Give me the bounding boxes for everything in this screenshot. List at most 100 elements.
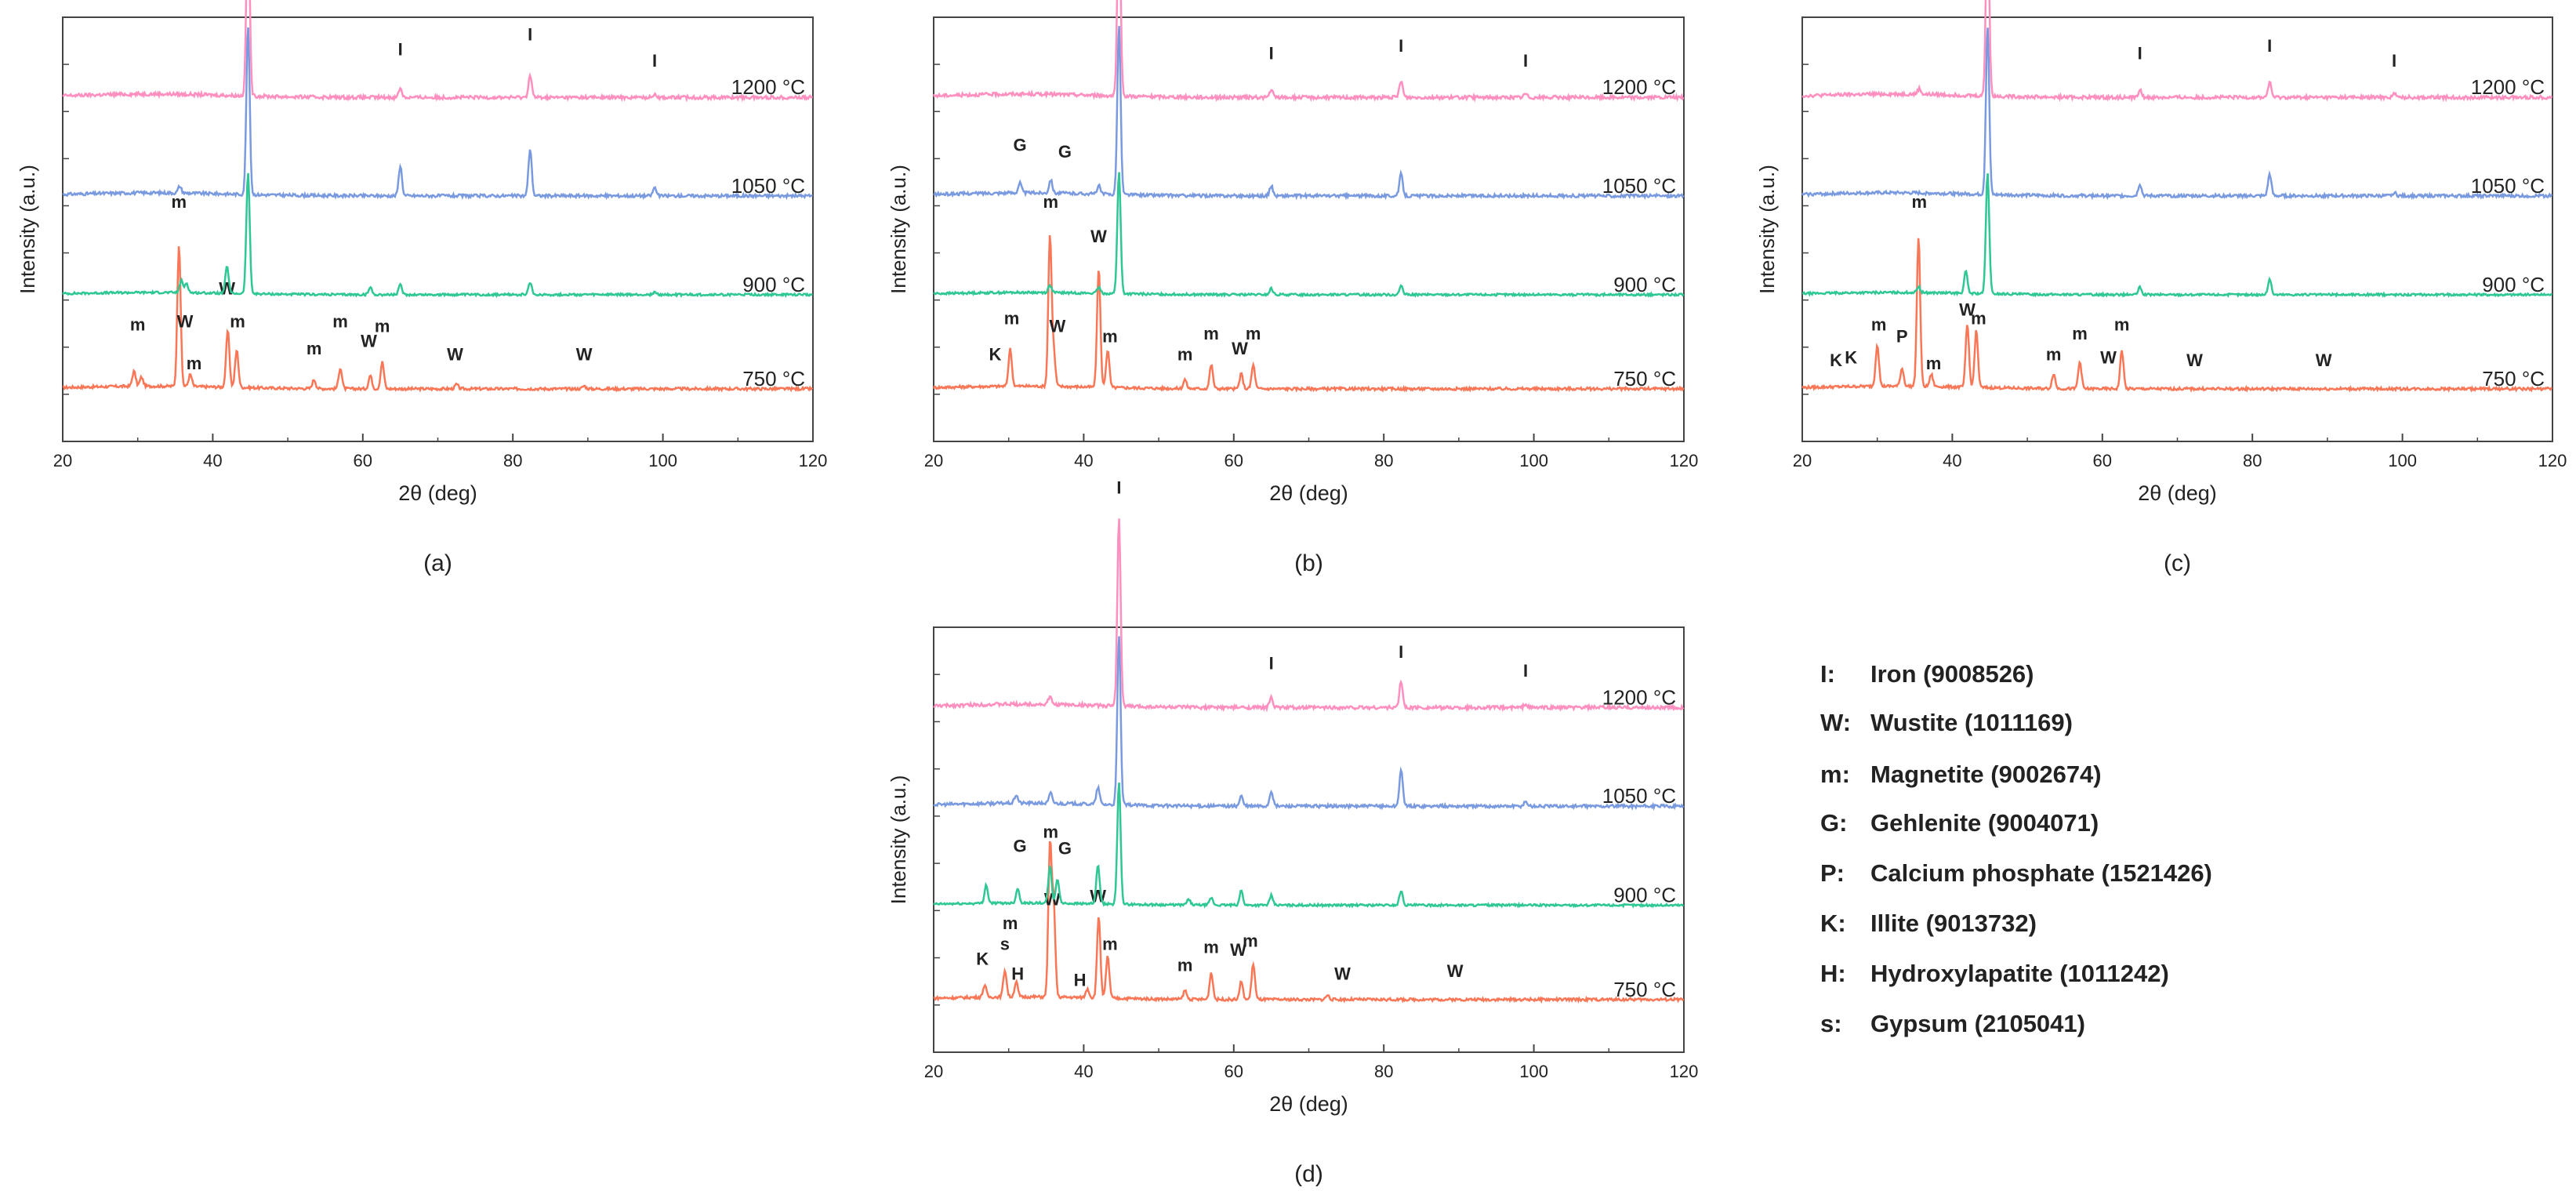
phase-marker: m bbox=[375, 316, 390, 336]
series-label: 900 °C bbox=[1613, 883, 1676, 906]
phase-marker: m bbox=[1971, 309, 1986, 329]
x-axis-label: 2θ (deg) bbox=[2138, 481, 2217, 505]
series-line-900 bbox=[933, 172, 1685, 298]
phase-marker: I bbox=[1116, 477, 1121, 497]
phase-marker: W bbox=[1334, 964, 1351, 984]
phase-marker: m bbox=[1177, 955, 1193, 975]
phase-marker: m bbox=[230, 312, 245, 332]
series-label: 900 °C bbox=[2482, 273, 2545, 296]
legend-item: H: Hydroxylapatite (1011242) bbox=[1820, 960, 2169, 987]
phase-marker: W bbox=[1232, 339, 1248, 358]
panel-label: (b) bbox=[1294, 550, 1323, 576]
x-axis-label: 2θ (deg) bbox=[1269, 1092, 1348, 1116]
phase-marker: m bbox=[1246, 324, 1261, 343]
phase-marker: m bbox=[1243, 931, 1258, 951]
series-label: 900 °C bbox=[742, 273, 805, 296]
series-label: 900 °C bbox=[1613, 273, 1676, 296]
series-line-1050 bbox=[933, 636, 1685, 811]
phase-marker: m bbox=[332, 312, 348, 332]
phase-marker: I bbox=[1269, 43, 1274, 63]
legend-item: m: Magnetite (9002674) bbox=[1820, 761, 2102, 788]
x-tick-label: 40 bbox=[1074, 1062, 1093, 1081]
series-line-900 bbox=[933, 783, 1685, 909]
phase-marker: H bbox=[1074, 970, 1087, 989]
series-label: 750 °C bbox=[1613, 367, 1676, 390]
x-tick-label: 20 bbox=[924, 451, 943, 470]
series-label: 1050 °C bbox=[731, 174, 805, 198]
series-line-750 bbox=[932, 234, 1685, 393]
x-tick-label: 120 bbox=[1670, 451, 1699, 470]
series-label: 1200 °C bbox=[731, 75, 805, 99]
phase-marker: K bbox=[989, 344, 1002, 364]
legend-item: P: Calcium phosphate (1521426) bbox=[1820, 859, 2212, 887]
x-tick-label: 40 bbox=[203, 451, 222, 470]
phase-marker: I bbox=[652, 51, 657, 71]
series-label: 1200 °C bbox=[2471, 75, 2545, 99]
phase-marker: I bbox=[1399, 642, 1403, 662]
x-tick-label: 20 bbox=[1793, 451, 1812, 470]
phase-marker: H bbox=[1011, 964, 1024, 984]
phase-marker: m bbox=[1004, 309, 1020, 329]
x-tick-label: 100 bbox=[2388, 451, 2417, 470]
xrd-panel-c: 20 40 60 80 100 120 2θ (deg) Intensity (a.u.) (c… bbox=[1755, 0, 2567, 576]
phase-marker: m bbox=[1003, 913, 1018, 933]
series-line-1200 bbox=[1801, 0, 2553, 103]
phase-marker: W bbox=[219, 279, 235, 299]
xrd-panel-b: 20 40 60 80 100 120 2θ (deg) Intensity (a.u.) (b… bbox=[887, 0, 1698, 576]
x-tick-label: 20 bbox=[53, 451, 72, 470]
series-line-750 bbox=[62, 246, 814, 393]
phase-marker: I bbox=[398, 40, 403, 60]
series-line-1200 bbox=[932, 0, 1685, 103]
y-axis-label: Intensity (a.u.) bbox=[16, 165, 39, 294]
phase-marker: m bbox=[1203, 937, 1219, 957]
x-tick-label: 60 bbox=[1225, 451, 1243, 470]
panel-label: (d) bbox=[1294, 1161, 1323, 1187]
x-tick-label: 100 bbox=[1519, 451, 1548, 470]
phase-marker: m bbox=[2046, 344, 2062, 364]
phase-marker: K bbox=[1845, 347, 1857, 367]
phase-marker: m bbox=[1926, 354, 1942, 373]
phase-marker: s bbox=[1000, 935, 1010, 954]
y-axis-label: Intensity (a.u.) bbox=[1755, 165, 1779, 294]
series-label: 750 °C bbox=[2482, 367, 2545, 390]
phase-marker: W bbox=[2100, 347, 2117, 367]
phase-marker: I bbox=[1523, 51, 1528, 71]
phase-marker: W bbox=[361, 331, 377, 350]
legend-item: G: Gehlenite (9004071) bbox=[1820, 809, 2099, 837]
phase-marker: m bbox=[1102, 935, 1118, 954]
x-tick-label: 100 bbox=[1519, 1062, 1548, 1081]
phase-marker: W bbox=[1959, 300, 1976, 319]
phase-marker: W bbox=[1447, 961, 1464, 981]
phase-marker: m bbox=[2114, 314, 2130, 334]
phase-marker: I bbox=[2138, 43, 2142, 63]
x-tick-label: 40 bbox=[1074, 451, 1093, 470]
phase-marker: I bbox=[528, 25, 532, 45]
phase-marker: m bbox=[1043, 822, 1059, 842]
phase-marker: W bbox=[177, 312, 194, 332]
series-label: 1050 °C bbox=[1602, 784, 1676, 808]
series-label: 1050 °C bbox=[2471, 174, 2545, 198]
phase-marker: m bbox=[1043, 192, 1059, 212]
series-line-1050 bbox=[1801, 27, 2553, 201]
phase-marker: I bbox=[2267, 36, 2272, 56]
series-line-750 bbox=[1801, 238, 2552, 393]
x-tick-label: 80 bbox=[2243, 451, 2262, 470]
x-tick-label: 80 bbox=[503, 451, 522, 470]
x-tick-label: 60 bbox=[354, 451, 372, 470]
x-tick-label: 100 bbox=[648, 451, 677, 470]
phase-marker: K bbox=[1830, 350, 1842, 370]
phase-marker: m bbox=[2072, 324, 2088, 343]
phase-marker: m bbox=[307, 339, 322, 358]
phase-marker: G bbox=[1058, 142, 1072, 162]
series-label: 1200 °C bbox=[1602, 685, 1676, 709]
phase-marker: m bbox=[130, 314, 146, 334]
phase-marker: P bbox=[1896, 327, 1908, 347]
x-tick-label: 120 bbox=[799, 451, 828, 470]
phase-marker: W bbox=[1230, 940, 1246, 960]
phase-marker: W bbox=[1050, 316, 1066, 336]
x-tick-label: 60 bbox=[2093, 451, 2112, 470]
legend-item: s: Gypsum (2105041) bbox=[1820, 1010, 2085, 1037]
legend-item: W: Wustite (1011169) bbox=[1820, 709, 2073, 736]
series-label: 750 °C bbox=[1613, 978, 1676, 1001]
